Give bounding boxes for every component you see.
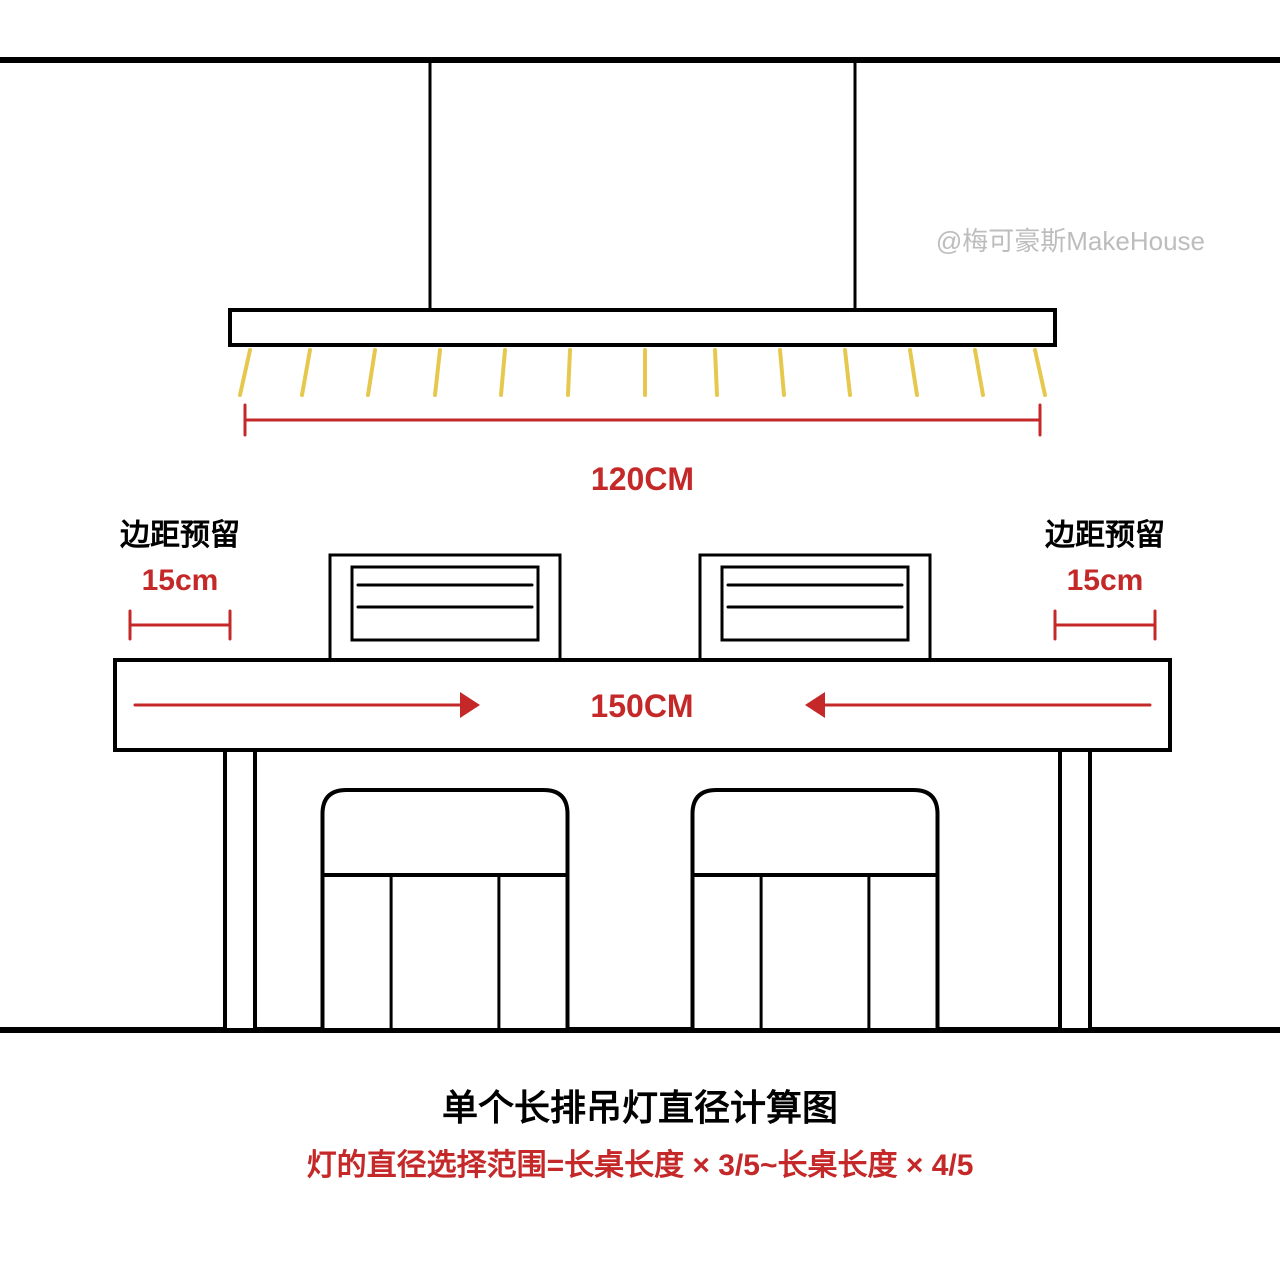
caption-title: 单个长排吊灯直径计算图 <box>442 1087 838 1128</box>
dim-table-label: 150CM <box>590 688 693 724</box>
caption-formula: 灯的直径选择范围=长桌长度 × 3/5~长桌长度 × 4/5 <box>307 1149 974 1182</box>
watermark: @梅可豪斯MakeHouse <box>936 226 1205 256</box>
chair-back-0 <box>330 555 560 660</box>
margin-label-left: 边距预留 <box>120 519 240 552</box>
chair-front-1 <box>693 790 938 1030</box>
light-rays <box>240 350 1045 395</box>
margin-value-left: 15cm <box>142 564 219 597</box>
pendant-lamp <box>230 310 1055 345</box>
margin-label-right: 边距预留 <box>1045 519 1165 552</box>
margin-value-right: 15cm <box>1067 564 1144 597</box>
chair-back-1 <box>700 555 930 660</box>
chair-front-0 <box>323 790 568 1030</box>
table-leg-right <box>1060 750 1090 1030</box>
dim-lamp-label: 120CM <box>591 461 694 497</box>
table-leg-left <box>225 750 255 1030</box>
